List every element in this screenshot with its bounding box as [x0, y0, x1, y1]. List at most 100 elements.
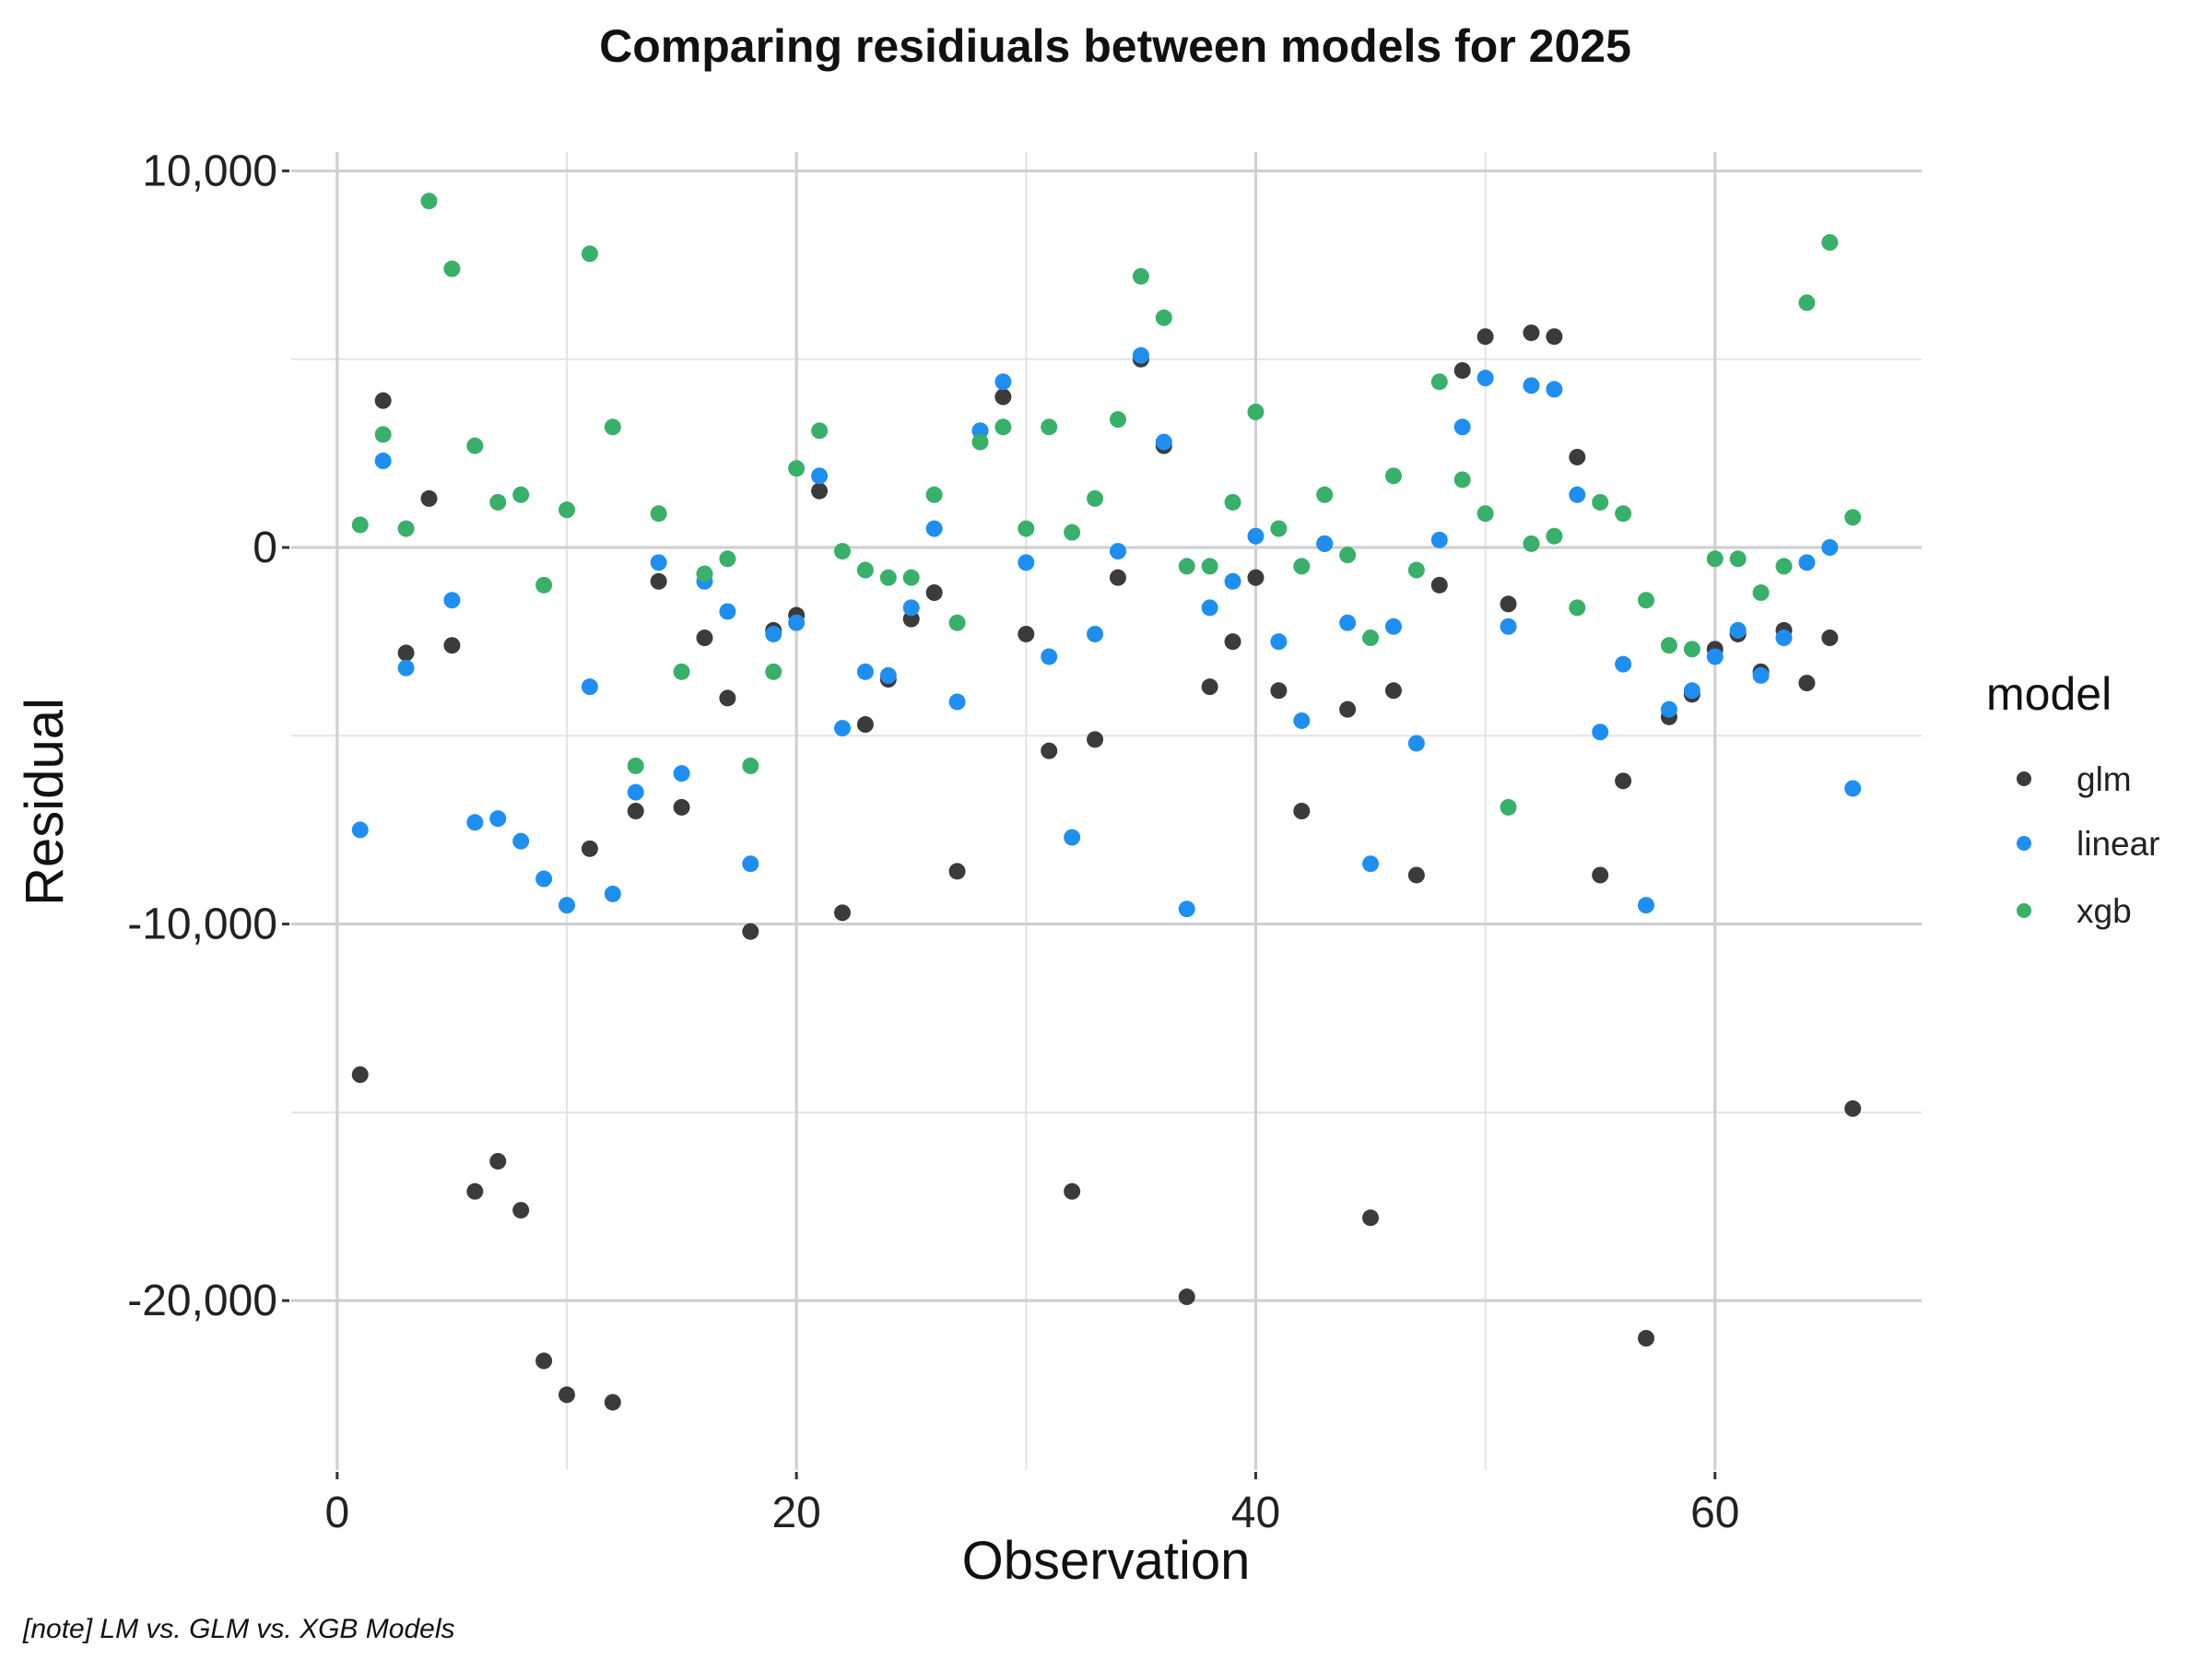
- legend-key-glm: [2017, 771, 2031, 786]
- point-xgb: [765, 663, 782, 680]
- point-glm: [1247, 569, 1265, 586]
- x-tick-label: 20: [771, 1488, 820, 1537]
- point-linear: [1247, 527, 1265, 545]
- y-tick-label: -10,000: [127, 900, 277, 949]
- point-glm: [1546, 328, 1563, 346]
- point-xgb: [604, 418, 621, 436]
- plot-grid: [291, 152, 1922, 1470]
- point-linear: [1615, 655, 1632, 673]
- point-xgb: [1706, 550, 1724, 568]
- point-linear: [1018, 554, 1035, 571]
- point-xgb: [1087, 489, 1104, 507]
- point-xgb: [1270, 520, 1288, 537]
- point-linear: [719, 603, 736, 620]
- point-glm: [397, 644, 415, 662]
- point-xgb: [374, 426, 392, 443]
- point-xgb: [1407, 561, 1425, 579]
- point-linear: [1523, 377, 1540, 394]
- x-tick-label: 40: [1231, 1488, 1280, 1537]
- point-xgb: [1453, 471, 1471, 488]
- point-xgb: [1430, 373, 1448, 391]
- point-linear: [1362, 855, 1380, 873]
- point-xgb: [512, 486, 530, 503]
- point-linear: [1293, 712, 1311, 729]
- point-linear: [1729, 621, 1747, 639]
- chart-title: Comparing residiuals between models for …: [599, 20, 1631, 72]
- point-linear: [581, 678, 598, 696]
- point-xgb: [879, 569, 897, 586]
- point-glm: [1362, 1209, 1380, 1227]
- point-xgb: [1523, 535, 1540, 552]
- legend-label-glm: glm: [2077, 760, 2132, 798]
- point-xgb: [1821, 234, 1839, 252]
- point-xgb: [1384, 467, 1402, 485]
- point-xgb: [811, 422, 829, 440]
- legend-title: model: [1986, 668, 2112, 720]
- point-glm: [1569, 448, 1586, 465]
- point-xgb: [742, 757, 759, 774]
- point-linear: [879, 666, 897, 684]
- point-linear: [627, 783, 644, 801]
- point-glm: [1821, 629, 1839, 647]
- point-glm: [1523, 324, 1540, 342]
- point-xgb: [673, 663, 690, 680]
- legend-item-glm: glm: [2017, 760, 2132, 798]
- point-glm: [374, 392, 392, 409]
- point-glm: [948, 863, 966, 880]
- point-linear: [1775, 629, 1793, 647]
- point-linear: [1453, 418, 1471, 436]
- point-glm: [650, 572, 667, 590]
- point-xgb: [1064, 524, 1081, 541]
- point-xgb: [1569, 599, 1586, 617]
- point-glm: [1615, 772, 1632, 790]
- point-xgb: [1155, 309, 1172, 326]
- point-glm: [1844, 1100, 1862, 1117]
- point-xgb: [1729, 550, 1747, 568]
- y-tick-label: -20,000: [127, 1277, 277, 1325]
- point-xgb: [558, 501, 575, 519]
- point-glm: [512, 1202, 530, 1219]
- point-linear: [1109, 543, 1126, 560]
- legend: model glm linear xgb: [1986, 668, 2160, 930]
- point-linear: [902, 599, 920, 617]
- point-glm: [696, 629, 713, 647]
- point-linear: [1569, 486, 1586, 503]
- point-glm: [719, 689, 736, 707]
- point-linear: [466, 814, 484, 831]
- point-linear: [1844, 780, 1862, 797]
- point-glm: [627, 803, 644, 819]
- point-linear: [1592, 724, 1609, 741]
- point-glm: [1477, 328, 1494, 346]
- point-linear: [1178, 900, 1195, 918]
- point-glm: [1407, 866, 1425, 884]
- point-linear: [1041, 648, 1058, 665]
- point-xgb: [1752, 584, 1770, 602]
- point-linear: [535, 870, 553, 888]
- point-xgb: [627, 757, 644, 774]
- point-xgb: [420, 193, 438, 210]
- point-xgb: [1201, 558, 1218, 575]
- point-glm: [420, 489, 438, 507]
- point-glm: [1224, 633, 1241, 651]
- point-linear: [1132, 347, 1149, 364]
- point-linear: [811, 467, 829, 485]
- point-linear: [1201, 599, 1218, 617]
- point-glm: [1500, 595, 1517, 613]
- legend-key-linear: [2017, 836, 2031, 851]
- point-xgb: [1660, 637, 1677, 654]
- point-xgb: [1844, 509, 1862, 526]
- point-linear: [1752, 666, 1770, 684]
- point-linear: [1798, 554, 1816, 571]
- x-tick-label: 60: [1690, 1488, 1739, 1537]
- point-glm: [1638, 1330, 1655, 1347]
- point-xgb: [833, 543, 851, 560]
- point-linear: [788, 614, 806, 631]
- point-glm: [994, 388, 1012, 406]
- point-linear: [1477, 370, 1494, 387]
- point-xgb: [925, 486, 943, 503]
- point-linear: [1706, 648, 1724, 665]
- point-xgb: [788, 460, 806, 477]
- point-xgb: [1339, 547, 1357, 564]
- point-linear: [489, 810, 507, 828]
- point-xgb: [466, 437, 484, 454]
